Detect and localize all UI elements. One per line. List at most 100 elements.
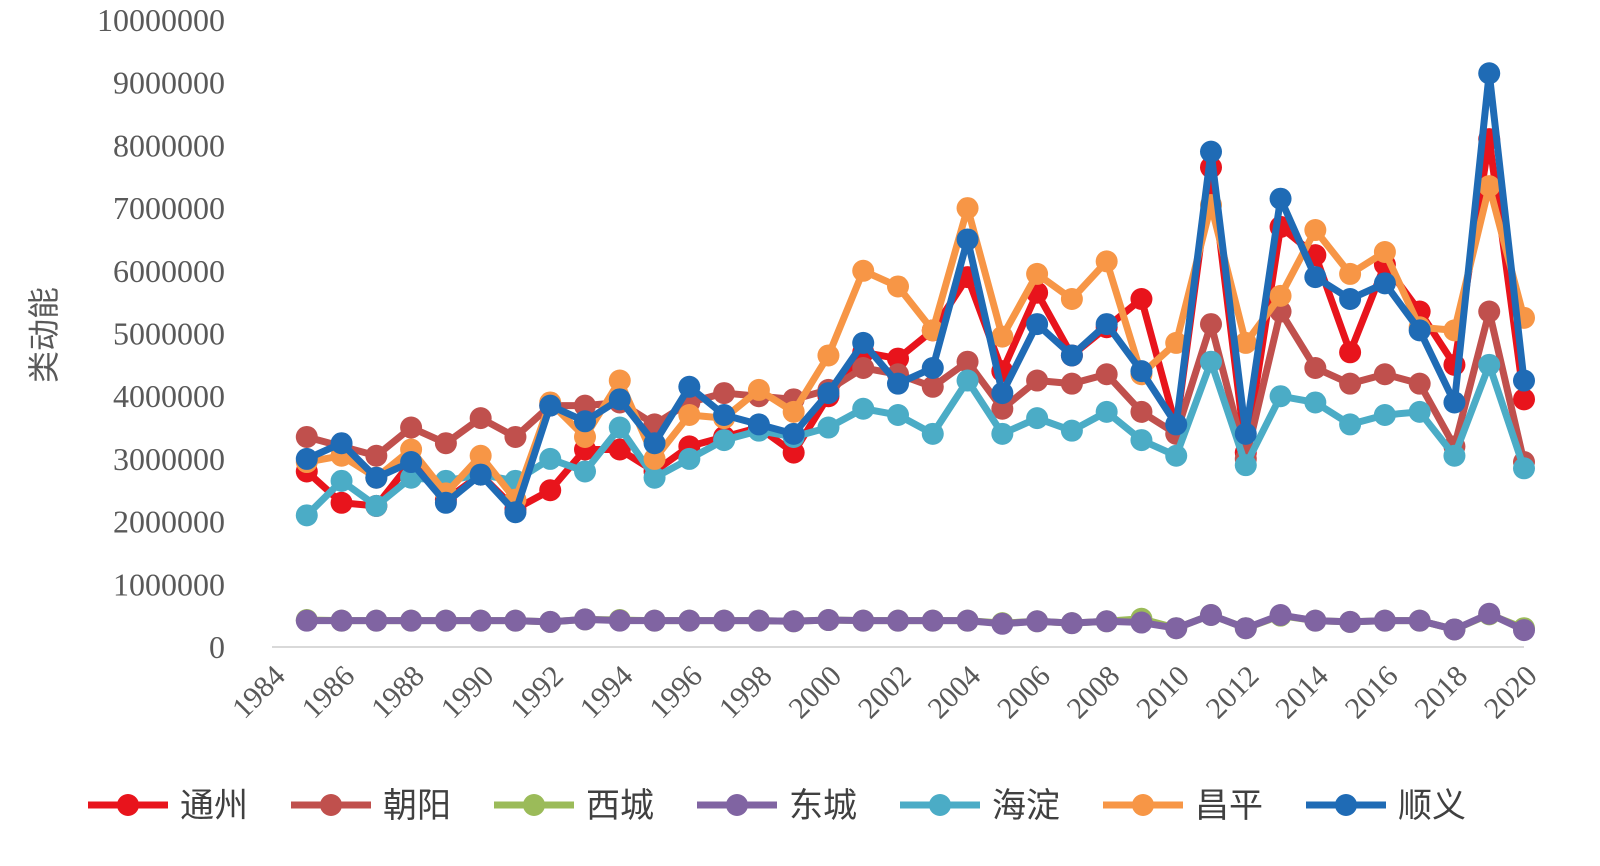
data-point bbox=[1339, 413, 1362, 436]
data-point bbox=[574, 608, 596, 631]
data-point bbox=[782, 422, 805, 445]
x-tick-label: 2004 bbox=[921, 659, 987, 725]
x-tick-label: 2008 bbox=[1061, 659, 1127, 725]
data-point bbox=[1269, 604, 1292, 627]
data-point bbox=[1513, 369, 1535, 392]
data-point bbox=[1373, 240, 1396, 263]
legend-label: 海淀 bbox=[992, 786, 1060, 826]
data-point bbox=[887, 404, 909, 427]
data-point bbox=[574, 410, 596, 433]
data-point bbox=[1026, 610, 1049, 633]
data-point bbox=[608, 438, 631, 461]
data-point bbox=[1060, 372, 1083, 395]
data-point bbox=[1200, 604, 1222, 627]
x-axis-ticks: 1984 1986 1988 1990 1992 1994 1996 1998 2000 2002… bbox=[226, 646, 1544, 725]
data-point bbox=[504, 425, 527, 448]
data-point bbox=[817, 382, 840, 405]
x-tick-label: 1988 bbox=[365, 659, 431, 725]
x-tick-label: 1990 bbox=[435, 659, 501, 725]
data-point bbox=[1443, 444, 1466, 467]
legend-marker bbox=[523, 794, 545, 816]
data-point bbox=[678, 404, 701, 427]
x-tick-label: 2014 bbox=[1269, 659, 1335, 725]
data-point bbox=[991, 612, 1014, 635]
data-point bbox=[1304, 609, 1327, 632]
y-axis-ticks: 0 1000000 2000000 3000000 4000000 5000000 6000… bbox=[97, 2, 225, 665]
data-point bbox=[1304, 391, 1327, 414]
data-point bbox=[956, 369, 979, 392]
x-tick-label: 2002 bbox=[852, 659, 918, 725]
data-point bbox=[852, 331, 875, 354]
data-point bbox=[400, 609, 423, 632]
data-point bbox=[330, 432, 353, 455]
data-point bbox=[713, 382, 736, 405]
y-tick-label: 2000000 bbox=[113, 504, 225, 540]
data-point bbox=[1130, 400, 1153, 423]
data-point bbox=[817, 416, 840, 439]
data-point bbox=[747, 378, 770, 401]
data-point bbox=[608, 369, 631, 392]
data-point bbox=[1026, 369, 1049, 392]
data-point bbox=[365, 466, 388, 489]
data-point bbox=[956, 197, 979, 220]
data-point bbox=[1408, 372, 1431, 395]
legend-item: 昌平 bbox=[1103, 786, 1263, 826]
y-tick-label: 9000000 bbox=[113, 65, 225, 101]
data-point bbox=[643, 447, 666, 470]
y-tick-label: 0 bbox=[209, 629, 225, 665]
legend-item: 朝阳 bbox=[291, 786, 451, 826]
data-point bbox=[887, 609, 909, 632]
y-axis-label: 类动能 bbox=[25, 287, 63, 383]
legend-label: 通州 bbox=[180, 786, 248, 826]
data-point bbox=[1060, 288, 1083, 311]
data-point bbox=[469, 463, 492, 486]
data-point bbox=[852, 397, 875, 420]
data-point bbox=[1373, 609, 1396, 632]
data-point bbox=[713, 404, 736, 427]
data-point bbox=[539, 394, 562, 417]
data-point bbox=[1130, 288, 1153, 311]
data-point bbox=[469, 444, 492, 467]
y-tick-label: 6000000 bbox=[113, 253, 225, 289]
legend-item: 顺义 bbox=[1306, 786, 1466, 826]
x-tick-label: 1998 bbox=[713, 659, 779, 725]
data-point bbox=[1165, 331, 1188, 354]
legend-marker bbox=[929, 794, 951, 816]
data-point bbox=[1513, 619, 1535, 642]
plot-area bbox=[295, 62, 1535, 642]
data-point bbox=[434, 432, 457, 455]
data-point bbox=[295, 504, 318, 527]
data-point bbox=[782, 400, 805, 423]
y-tick-label: 10000000 bbox=[97, 2, 225, 38]
data-point bbox=[1269, 385, 1292, 408]
data-point bbox=[1373, 363, 1396, 386]
data-point bbox=[1339, 288, 1362, 311]
x-tick-label: 1992 bbox=[504, 659, 570, 725]
x-tick-label: 2012 bbox=[1200, 659, 1266, 725]
data-point bbox=[1478, 175, 1501, 198]
x-tick-label: 2010 bbox=[1130, 659, 1196, 725]
data-point bbox=[1060, 419, 1083, 442]
data-point bbox=[713, 429, 736, 452]
data-point bbox=[469, 407, 492, 430]
legend-label: 东城 bbox=[789, 786, 857, 826]
data-point bbox=[1060, 612, 1083, 635]
data-point bbox=[1304, 219, 1327, 242]
data-point bbox=[678, 447, 701, 470]
data-point bbox=[1200, 140, 1222, 163]
legend-label: 昌平 bbox=[1195, 786, 1263, 826]
data-point bbox=[539, 479, 562, 502]
data-point bbox=[1200, 350, 1222, 373]
x-tick-label: 1996 bbox=[643, 659, 709, 725]
x-tick-label: 1984 bbox=[226, 659, 292, 725]
data-point bbox=[504, 501, 527, 524]
data-point bbox=[1026, 407, 1049, 430]
x-tick-label: 2020 bbox=[1478, 659, 1544, 725]
legend-label: 西城 bbox=[586, 786, 654, 826]
data-point bbox=[852, 609, 875, 632]
data-point bbox=[608, 388, 631, 411]
data-point bbox=[1269, 284, 1292, 307]
data-point bbox=[643, 432, 666, 455]
data-point bbox=[434, 491, 457, 514]
data-point bbox=[1339, 341, 1362, 364]
